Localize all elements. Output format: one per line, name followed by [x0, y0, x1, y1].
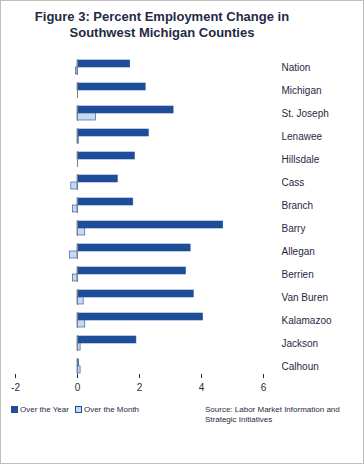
- svg-text:4: 4: [199, 382, 205, 393]
- svg-text:0: 0: [75, 382, 81, 393]
- svg-text:Berrien: Berrien: [282, 269, 314, 280]
- svg-text:Jackson: Jackson: [282, 338, 319, 349]
- svg-text:Hillsdale: Hillsdale: [282, 154, 320, 165]
- svg-text:-2: -2: [11, 382, 20, 393]
- svg-text:St. Joseph: St. Joseph: [282, 108, 329, 119]
- svg-text:Lenawee: Lenawee: [282, 131, 323, 142]
- html-text:Over the Year: Over the Year: [20, 405, 69, 414]
- svg-text:Michigan: Michigan: [282, 85, 322, 96]
- svg-text:Van Buren: Van Buren: [282, 292, 329, 303]
- html-text:Over the Month: Over the Month: [83, 405, 140, 414]
- svg-text:Allegan: Allegan: [282, 246, 315, 257]
- html-text:Source: Labor Market Informati: Source: Labor Market Information and Str…: [205, 405, 340, 424]
- svg-text:Cass: Cass: [282, 177, 305, 188]
- svg-text:Barry: Barry: [282, 223, 306, 234]
- svg-text:Kalamazoo: Kalamazoo: [282, 315, 332, 326]
- svg-text:2: 2: [137, 382, 143, 393]
- svg-text:Calhoun: Calhoun: [282, 361, 319, 372]
- html-text:Figure 3: Percent Employment C: Figure 3: Percent Employment Change in S…: [34, 9, 290, 40]
- svg-text:Branch: Branch: [282, 200, 314, 211]
- svg-text:Nation: Nation: [282, 62, 311, 73]
- svg-text:6: 6: [261, 382, 267, 393]
